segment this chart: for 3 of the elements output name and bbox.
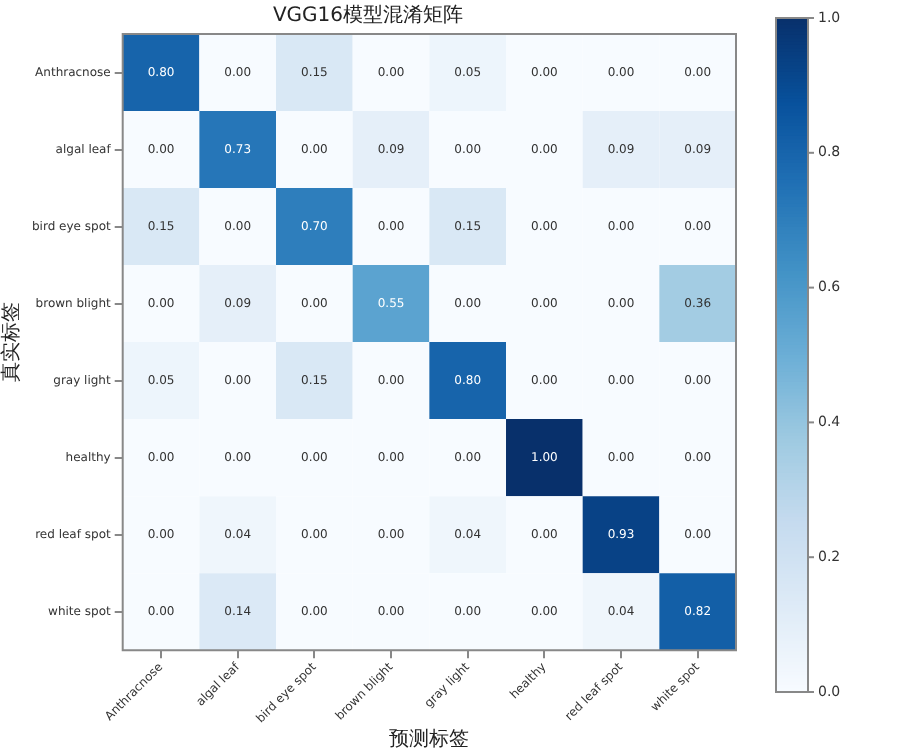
chart-title: VGG16模型混淆矩阵 [272, 3, 464, 28]
x-axis-title: 预测标签 [389, 727, 470, 752]
y-axis-title: 真实标签 [0, 302, 24, 383]
